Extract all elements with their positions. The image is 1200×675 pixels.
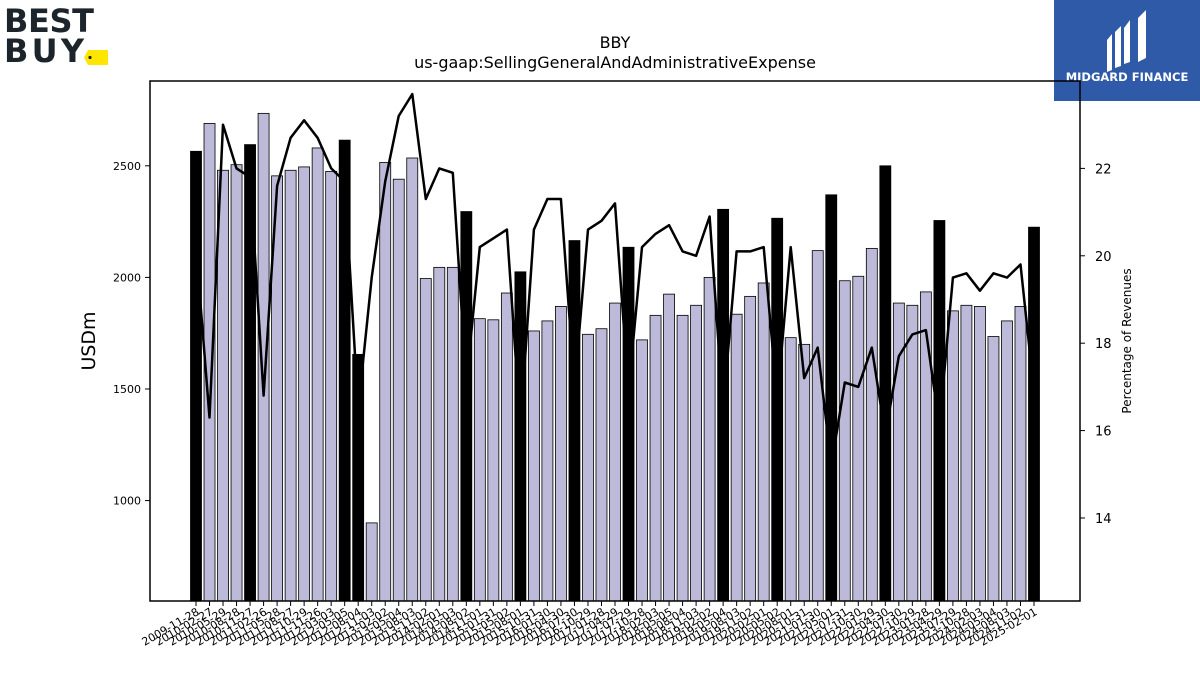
bar: [595, 328, 608, 602]
bar: [500, 292, 513, 602]
bar: [541, 320, 554, 602]
bars-group: [190, 112, 1040, 602]
bar: [325, 170, 338, 602]
bar: [636, 339, 648, 602]
logo-text-line1: BEST: [4, 2, 94, 40]
bar: [811, 250, 824, 602]
bar: [974, 306, 986, 602]
y-tick-label: 2500: [113, 160, 141, 173]
bar: [528, 330, 540, 602]
bar: [690, 304, 702, 602]
bar: [730, 313, 743, 602]
y-axis-right: 14 16 18 20 22: [1080, 162, 1112, 527]
bar: [703, 276, 716, 602]
logo-tag-icon: [84, 50, 108, 65]
bar: [446, 266, 459, 602]
logo-tag-hole-icon: [88, 55, 92, 60]
y-axis-left: 1000 1500 2000 2500: [113, 160, 150, 508]
percentage-line: [194, 92, 1036, 467]
bar: [406, 157, 419, 602]
bar: [338, 139, 351, 602]
bar: [757, 282, 770, 602]
bar: [622, 246, 635, 602]
bar: [230, 164, 243, 602]
bar: [649, 314, 662, 602]
bar: [933, 220, 946, 602]
chart-title: BBY: [600, 33, 631, 52]
bar: [419, 278, 432, 602]
bar: [609, 302, 621, 602]
bar: [744, 295, 757, 602]
bar: [582, 333, 594, 602]
bar: [298, 166, 311, 602]
bar: [487, 319, 500, 602]
bar: [392, 178, 405, 602]
y-axis-label: USDm: [78, 311, 100, 370]
chart-subtitle: us-gaap:SellingGeneralAndAdministrativeE…: [414, 53, 816, 72]
bar: [460, 211, 473, 602]
bar: [555, 306, 567, 602]
bar: [365, 522, 378, 602]
bar: [433, 266, 446, 602]
midgard-finance-logo: MIDGARD FINANCE: [1054, 0, 1200, 101]
y2-tick-label: 20: [1095, 250, 1112, 265]
y-tick-label: 1000: [113, 495, 141, 508]
bar: [838, 280, 851, 602]
y2-tick-label: 16: [1095, 425, 1112, 440]
bar: [771, 217, 784, 602]
bar: [1001, 320, 1013, 602]
bar: [473, 318, 486, 602]
bar: [865, 247, 878, 602]
bar: [1028, 226, 1040, 602]
bar: [190, 150, 202, 602]
y2-tick-label: 14: [1095, 512, 1112, 527]
bar: [663, 293, 675, 602]
best-buy-logo: BEST BUY: [4, 2, 108, 68]
bar: [284, 169, 297, 602]
bar: [906, 304, 919, 602]
bar: [947, 310, 959, 602]
bar: [311, 147, 324, 602]
bar: [852, 275, 865, 602]
bar: [825, 194, 838, 602]
y-tick-label: 2000: [113, 271, 141, 284]
midgard-m-icon: MIDGARD FINANCE: [1066, 10, 1189, 84]
y2-tick-label: 22: [1095, 162, 1112, 177]
bar: [1014, 306, 1027, 602]
bar: [217, 169, 229, 602]
bar: [257, 112, 270, 602]
bar: [379, 162, 392, 602]
bar: [568, 240, 581, 602]
bar: [798, 343, 811, 602]
bar: [514, 271, 527, 602]
y2-tick-label: 18: [1095, 337, 1112, 352]
bar: [784, 337, 797, 602]
bar: [987, 336, 1000, 602]
bar: [960, 304, 973, 602]
y-tick-label: 1500: [113, 383, 141, 396]
bar: [244, 144, 256, 602]
bar: [879, 165, 892, 602]
sponsor-logo-text: MIDGARD FINANCE: [1066, 70, 1189, 84]
bar: [676, 314, 689, 602]
logo-text-line2: BUY: [4, 32, 85, 68]
y2-axis-label: Percentage of Revenues: [1120, 268, 1134, 413]
x-axis: 2009-11-282010-02-272010-05-292010-08-28…: [140, 601, 1040, 649]
